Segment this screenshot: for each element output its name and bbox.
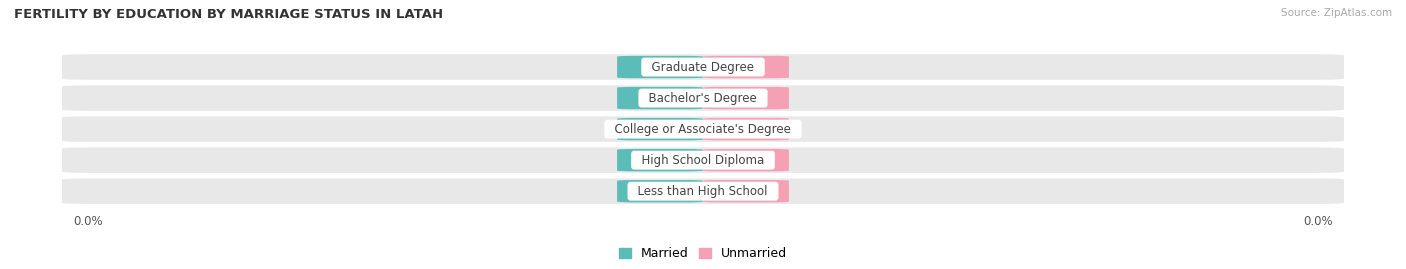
FancyBboxPatch shape [703, 87, 789, 109]
FancyBboxPatch shape [617, 149, 703, 171]
FancyBboxPatch shape [703, 56, 789, 78]
FancyBboxPatch shape [703, 180, 789, 202]
FancyBboxPatch shape [62, 147, 1344, 173]
Text: Bachelor's Degree: Bachelor's Degree [641, 91, 765, 105]
Text: 0.0%: 0.0% [645, 62, 675, 72]
FancyBboxPatch shape [617, 118, 703, 140]
Text: 0.0%: 0.0% [645, 93, 675, 103]
Text: Source: ZipAtlas.com: Source: ZipAtlas.com [1281, 8, 1392, 18]
Text: 0.0%: 0.0% [645, 186, 675, 196]
Text: 0.0%: 0.0% [645, 155, 675, 165]
FancyBboxPatch shape [62, 85, 1344, 111]
Text: 0.0%: 0.0% [731, 124, 761, 134]
FancyBboxPatch shape [703, 149, 789, 171]
Text: 0.0%: 0.0% [731, 186, 761, 196]
Text: College or Associate's Degree: College or Associate's Degree [607, 123, 799, 136]
FancyBboxPatch shape [617, 56, 703, 78]
FancyBboxPatch shape [617, 180, 703, 202]
FancyBboxPatch shape [617, 87, 703, 109]
FancyBboxPatch shape [703, 118, 789, 140]
Text: 0.0%: 0.0% [731, 155, 761, 165]
Text: 0.0%: 0.0% [731, 62, 761, 72]
Text: 0.0%: 0.0% [731, 93, 761, 103]
FancyBboxPatch shape [62, 54, 1344, 80]
Text: FERTILITY BY EDUCATION BY MARRIAGE STATUS IN LATAH: FERTILITY BY EDUCATION BY MARRIAGE STATU… [14, 8, 443, 21]
Legend: Married, Unmarried: Married, Unmarried [619, 247, 787, 260]
FancyBboxPatch shape [62, 116, 1344, 142]
FancyBboxPatch shape [62, 178, 1344, 204]
Text: 0.0%: 0.0% [645, 124, 675, 134]
Text: High School Diploma: High School Diploma [634, 154, 772, 167]
Text: Graduate Degree: Graduate Degree [644, 61, 762, 73]
Text: Less than High School: Less than High School [630, 185, 776, 198]
